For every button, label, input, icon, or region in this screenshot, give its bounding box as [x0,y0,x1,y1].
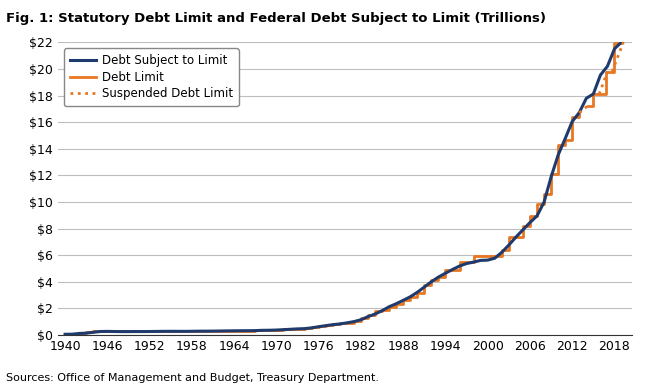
Debt Limit [308,325,315,330]
Debt Subject to Limit [392,301,400,306]
Debt Limit [322,323,330,328]
Suspended Debt Limit [580,107,588,111]
Debt Limit [160,329,168,333]
Debt Subject to Limit [308,326,315,330]
Debt Limit [575,110,583,115]
Debt Limit [575,110,583,115]
Suspended Debt Limit [577,109,585,114]
Suspended Debt Limit [575,110,583,115]
Debt Limit [378,307,386,312]
Legend: Debt Subject to Limit, Debt Limit, Suspended Debt Limit: Debt Subject to Limit, Debt Limit, Suspe… [64,48,239,106]
Text: Fig. 1: Statutory Debt Limit and Federal Debt Subject to Limit (Trillions): Fig. 1: Statutory Debt Limit and Federal… [6,12,546,25]
Debt Limit [61,332,69,336]
Line: Suspended Debt Limit: Suspended Debt Limit [579,106,588,113]
Debt Subject to Limit [618,40,626,44]
Debt Limit [428,278,435,282]
Debt Subject to Limit [61,332,69,336]
Suspended Debt Limit [580,107,588,112]
Suspended Debt Limit [583,104,591,109]
Debt Limit [97,329,104,333]
Line: Debt Subject to Limit: Debt Subject to Limit [65,42,622,334]
Suspended Debt Limit [584,104,591,108]
Line: Debt Limit: Debt Limit [65,113,579,334]
Text: Sources: Office of Management and Budget, Treasury Department.: Sources: Office of Management and Budget… [6,373,379,383]
Suspended Debt Limit [583,104,591,109]
Suspended Debt Limit [577,109,585,114]
Debt Subject to Limit [399,298,407,303]
Debt Subject to Limit [554,153,562,157]
Debt Subject to Limit [421,285,428,290]
Debt Subject to Limit [442,271,450,276]
